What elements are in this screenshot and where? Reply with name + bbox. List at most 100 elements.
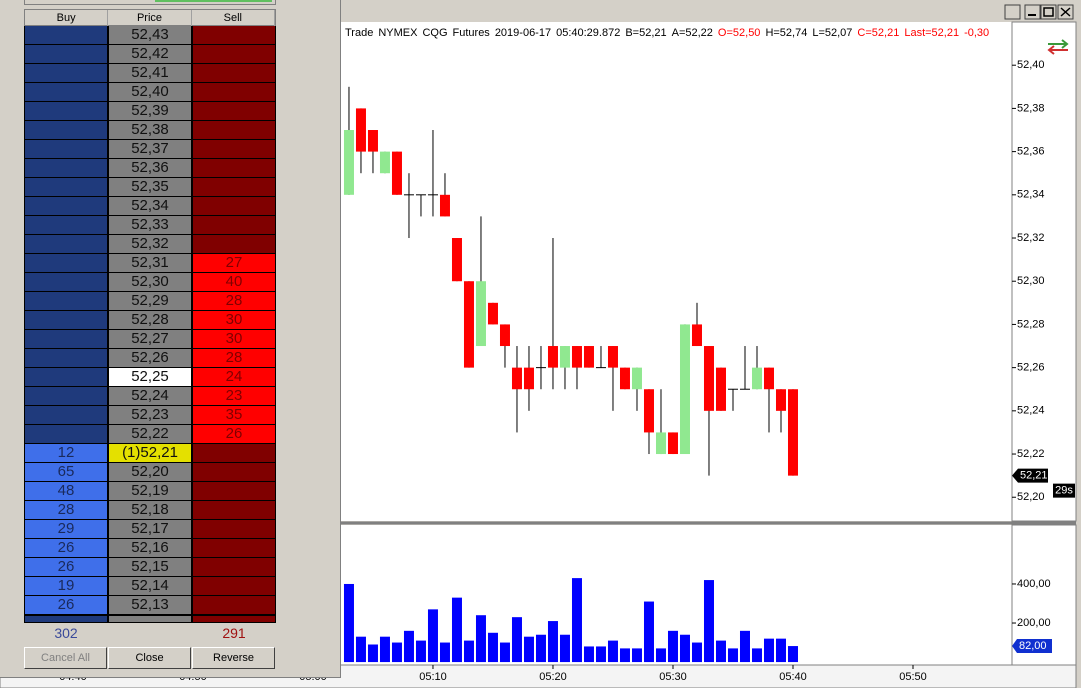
span: NYMEX — [378, 27, 418, 39]
buy-cell — [24, 368, 108, 387]
buy-cell — [24, 349, 108, 368]
volume-bar — [379, 636, 390, 663]
y-tick-label: 52,34 — [1017, 189, 1045, 201]
candle-body — [667, 432, 678, 455]
candle-body — [739, 388, 750, 390]
button: Cancel All — [24, 647, 107, 669]
buy-cell — [24, 102, 108, 121]
ladder-row: 52,28 30 — [24, 311, 276, 330]
last-price-marker — [1012, 468, 1048, 483]
countdown-box — [1053, 483, 1075, 498]
volume-bar — [427, 609, 438, 663]
span: H=52,74 — [765, 27, 808, 39]
volume-bar — [583, 646, 594, 663]
price-cell: 52,42 — [108, 45, 192, 64]
ladder-row: 26 52,15 — [24, 558, 276, 577]
price-axis — [1011, 21, 1077, 522]
price-ladder: Buy Price Sell 52,43 52,42 52,41 52,40 52,39 52… — [24, 9, 276, 623]
ladder-row: 52,31 27 — [24, 254, 276, 273]
buy-cell — [24, 406, 108, 425]
candle-body — [631, 367, 642, 390]
buy-total: 302 — [54, 625, 78, 641]
candle-body — [463, 281, 474, 368]
ladder-row: 52,34 — [24, 197, 276, 216]
y-tick-label: 52,32 — [1017, 232, 1045, 244]
volume-bar — [415, 640, 426, 663]
volume-bar — [691, 642, 702, 663]
sell-cell — [192, 539, 276, 558]
candle-body — [547, 346, 558, 368]
price-cell: 52,29 — [108, 292, 192, 311]
trade-icon[interactable] — [1047, 39, 1069, 55]
sell-cell — [192, 140, 276, 159]
sell-cell — [192, 520, 276, 539]
volume-bar — [367, 644, 378, 663]
ladder-row: 52,36 — [24, 159, 276, 178]
volume-bar — [595, 646, 606, 663]
price-cell: 52,30 — [108, 273, 192, 292]
candle-body — [595, 367, 606, 369]
buy-cell — [24, 330, 108, 349]
volume-bar — [463, 640, 474, 663]
volume-bar — [631, 648, 642, 663]
buy-cell: 12 — [24, 444, 108, 463]
button[interactable]: Close — [108, 647, 191, 669]
candle-body — [451, 238, 462, 282]
volume-bar — [775, 638, 786, 663]
candle-body — [487, 302, 498, 325]
button[interactable]: Reverse — [192, 647, 275, 669]
price-cell: 52,35 — [108, 178, 192, 197]
x-tick-label: 05:10 — [419, 671, 447, 683]
ladder-row: 12 (1)52,21 — [24, 444, 276, 463]
candle-body — [367, 130, 378, 152]
minimize-button[interactable] — [1024, 4, 1041, 20]
sell-cell — [192, 197, 276, 216]
buy-cell — [24, 273, 108, 292]
buy-cell — [24, 121, 108, 140]
volume-bar — [451, 597, 462, 663]
candle-body — [643, 389, 654, 433]
countdown: 29s — [1055, 485, 1073, 497]
candle-body — [775, 389, 786, 411]
column-header: Sell — [192, 10, 275, 27]
price-cell: 52,14 — [108, 577, 192, 596]
price-cell: 52,38 — [108, 121, 192, 140]
icon — [1047, 45, 1068, 55]
sell-cell: 28 — [192, 292, 276, 311]
candle-body — [535, 367, 546, 369]
candle-body — [439, 194, 450, 217]
sell-cell — [192, 577, 276, 596]
ladder-row: 52,39 — [24, 102, 276, 121]
candle-body — [427, 194, 438, 196]
candle-body — [787, 389, 798, 476]
y-tick-label: 52,26 — [1017, 362, 1045, 374]
dom-panel: Buy Price Sell 52,43 52,42 52,41 52,40 52,39 52… — [0, 0, 341, 678]
span: L=52,07 — [812, 27, 853, 39]
price-cell: 52,16 — [108, 539, 192, 558]
price-cell: 52,20 — [108, 463, 192, 482]
candle-body — [391, 151, 402, 195]
candle-body — [715, 367, 726, 411]
price-cell: 52,23 — [108, 406, 192, 425]
restore-button[interactable] — [1004, 4, 1021, 20]
volume-bar — [523, 636, 534, 663]
sell-cell: 35 — [192, 406, 276, 425]
span: A=52,22 — [671, 27, 713, 39]
sell-cell — [192, 482, 276, 501]
sell-cell: 40 — [192, 273, 276, 292]
sell-cell: 23 — [192, 387, 276, 406]
price-cell: 52,37 — [108, 140, 192, 159]
ladder-row: 19 52,14 — [24, 577, 276, 596]
ladder-row: 52,40 — [24, 83, 276, 102]
last-price-label: 52,21 — [1020, 470, 1048, 482]
sell-cell — [192, 444, 276, 463]
y-tick-label: 52,28 — [1017, 318, 1045, 330]
volume-bar — [643, 601, 654, 663]
volume-bar — [763, 638, 774, 663]
buy-cell — [24, 197, 108, 216]
candle-body — [619, 367, 630, 390]
ladder-row: 26 52,13 — [24, 596, 276, 615]
sell-cell — [192, 26, 276, 45]
cell — [192, 615, 276, 623]
